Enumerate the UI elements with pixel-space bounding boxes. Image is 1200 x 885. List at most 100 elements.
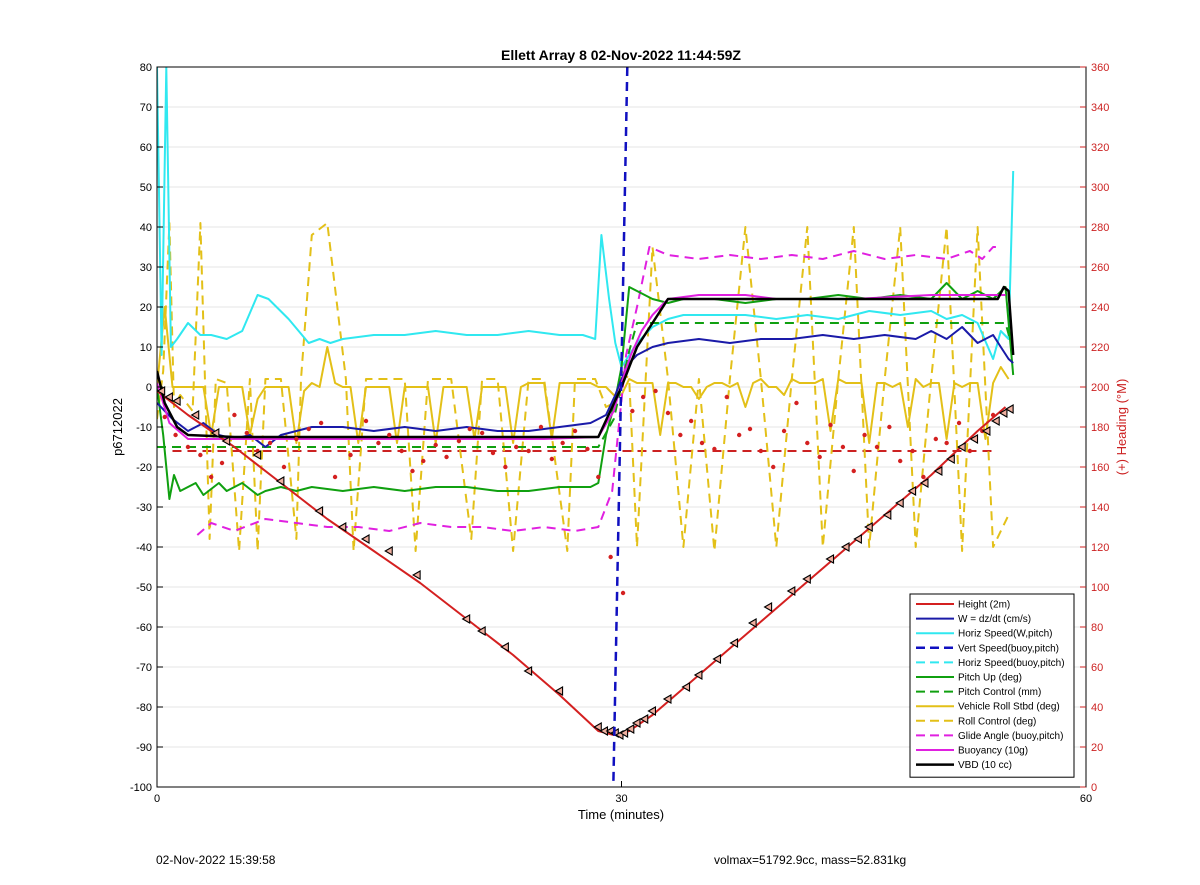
legend-label-vehicle-roll-stbd-deg: Vehicle Roll Stbd (deg) [958, 702, 1060, 713]
y-axis-label-left: p6712022 [110, 398, 125, 456]
heading-point-50 [758, 448, 764, 454]
height-marker-1 [164, 392, 173, 402]
heading-point-26 [479, 430, 485, 436]
heading-point-12 [306, 426, 311, 432]
heading-point-24 [456, 438, 462, 444]
legend-label-w-dz-dt-cm-s: W = dz/dt (cm/s) [958, 614, 1031, 625]
height-marker-43 [907, 486, 917, 496]
heading-point-67 [956, 420, 962, 426]
y-tick-label-right-16: 40 [1091, 702, 1103, 714]
heading-point-64 [921, 474, 926, 480]
legend-label-height-2m: Height (2m) [958, 600, 1010, 611]
heading-point-13 [318, 420, 324, 426]
heading-point-54 [805, 440, 810, 446]
x-axis-label: Time (minutes) [578, 807, 664, 822]
heading-point-0 [162, 414, 167, 420]
heading-point-4 [208, 474, 214, 480]
height-marker-25 [631, 718, 641, 728]
heading-point-23 [444, 454, 449, 460]
height-marker-51 [998, 408, 1008, 418]
heading-point-43 [678, 432, 683, 438]
legend-label-horiz-speed-w-pitch: Horiz Speed(W,pitch) [958, 629, 1052, 640]
heading-point-5 [219, 460, 225, 466]
heading-point-38 [620, 590, 626, 596]
legend-label-pitch-up-deg: Pitch Up (deg) [958, 673, 1022, 684]
y-tick-label-left-15: -70 [136, 662, 152, 674]
heading-point-48 [736, 432, 742, 438]
height-marker-47 [957, 442, 966, 452]
y-tick-label-right-9: 180 [1091, 422, 1109, 434]
y-tick-label-left-4: 40 [140, 222, 152, 234]
height-marker-30 [693, 670, 703, 680]
height-marker-27 [647, 706, 657, 716]
y-tick-label-left-10: -20 [136, 462, 152, 474]
heading-point-60 [874, 444, 880, 450]
legend-label-vert-speed-buoy-pitch: Vert Speed(buoy,pitch) [958, 643, 1059, 654]
heading-point-14 [332, 474, 338, 480]
height-marker-16 [523, 666, 533, 676]
heading-point-59 [862, 432, 867, 438]
heading-point-20 [410, 468, 415, 474]
vertical-speed-marker [612, 67, 629, 787]
chart-title: Ellett Array 8 02-Nov-2022 11:44:59Z [501, 47, 741, 63]
height-marker-0 [157, 386, 166, 396]
y-tick-label-left-9: -10 [136, 422, 152, 434]
height-marker-37 [825, 554, 835, 564]
heading-point-30 [526, 448, 531, 454]
height-marker-48 [969, 434, 979, 444]
height-marker-10 [360, 534, 370, 544]
heading-point-42 [665, 410, 671, 416]
height-marker-14 [477, 626, 486, 636]
y-tick-label-right-7: 220 [1091, 342, 1109, 354]
heading-point-16 [363, 418, 369, 424]
y-tick-label-right-11: 140 [1091, 502, 1109, 514]
height-marker-46 [946, 454, 955, 464]
heading-point-63 [910, 448, 915, 454]
height-marker-49 [981, 426, 991, 436]
heading-point-9 [267, 440, 273, 446]
legend-label-roll-control-deg: Roll Control (deg) [958, 716, 1036, 727]
y-tick-label-left-18: -100 [130, 782, 152, 794]
heading-point-49 [747, 426, 753, 432]
heading-point-55 [817, 454, 822, 460]
y-tick-label-left-16: -80 [136, 702, 152, 714]
height-marker-38 [840, 542, 850, 552]
heading-point-7 [244, 430, 250, 436]
height-marker-11 [384, 546, 393, 556]
height-marker-9 [337, 522, 347, 532]
heading-point-51 [771, 464, 776, 470]
y-tick-label-left-0: 80 [140, 62, 152, 74]
x-tick-label-1: 30 [615, 793, 627, 805]
series-w-dz-dt-cm-s [157, 326, 1014, 448]
y-tick-label-right-0: 360 [1091, 62, 1109, 74]
heading-point-21 [421, 458, 426, 464]
y-tick-label-left-8: 0 [146, 382, 152, 394]
x-tick-label-0: 0 [154, 793, 160, 805]
y-tick-label-right-18: 0 [1091, 782, 1097, 794]
legend-box [909, 593, 1075, 778]
y-tick-label-right-15: 60 [1091, 662, 1103, 674]
heading-point-40 [640, 394, 646, 400]
y-tick-label-right-10: 160 [1091, 462, 1109, 474]
height-marker-33 [747, 618, 757, 628]
heading-point-25 [467, 426, 472, 432]
y-tick-label-right-3: 300 [1091, 182, 1109, 194]
heading-point-41 [653, 388, 658, 394]
height-marker-41 [882, 510, 892, 520]
height-marker-24 [625, 724, 635, 734]
height-marker-5 [221, 436, 231, 446]
height-marker-2 [172, 396, 181, 406]
height-marker-26 [639, 714, 649, 724]
height-marker-40 [864, 522, 873, 532]
heading-point-66 [944, 440, 949, 446]
heading-point-27 [490, 450, 496, 456]
heading-point-68 [967, 448, 973, 454]
axes: 80706050403020100-10-20-30-40-50-60-70-8… [130, 62, 1109, 805]
heading-point-1 [173, 432, 178, 438]
height-marker-39 [853, 534, 862, 544]
heading-point-37 [608, 554, 613, 560]
height-marker-3 [190, 410, 200, 420]
legend-label-horiz-speed-buoy-pitch: Horiz Speed(buoy,pitch) [958, 658, 1065, 669]
heading-point-31 [538, 424, 544, 430]
